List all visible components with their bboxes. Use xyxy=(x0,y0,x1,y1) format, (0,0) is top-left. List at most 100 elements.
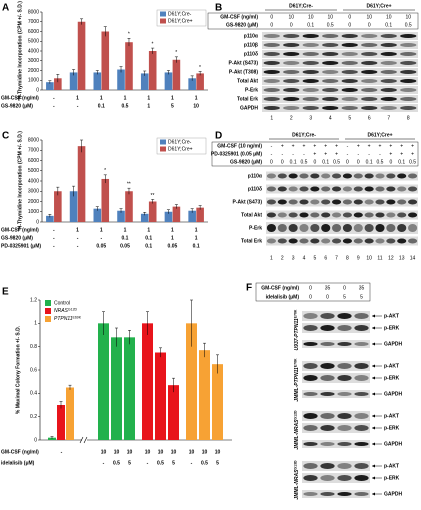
row-value: 0.5 xyxy=(201,460,208,466)
blot-band xyxy=(337,325,352,331)
blot-band xyxy=(364,186,374,192)
condition-value: + xyxy=(303,143,306,149)
blot-band xyxy=(303,392,318,396)
condition-label: GM-CSF (ng/ml) xyxy=(220,14,258,20)
row-value: 10 xyxy=(101,449,107,455)
band-arrow-head xyxy=(372,376,375,380)
row-value: 5 xyxy=(171,103,174,109)
band-label: Total Akt xyxy=(237,78,258,84)
blot-strip xyxy=(262,68,418,76)
blot-band xyxy=(320,363,335,369)
blot-band xyxy=(386,199,396,205)
bar xyxy=(93,72,102,90)
condition-value: 0 xyxy=(270,159,273,165)
y-tick-label: 8000 xyxy=(28,9,39,15)
row-value: - xyxy=(191,460,193,466)
row-value: - xyxy=(147,460,149,466)
blot-band xyxy=(341,43,358,47)
condition-value: - xyxy=(281,151,283,157)
condition-value: - xyxy=(347,151,349,157)
blot-band xyxy=(341,70,358,74)
blot-band xyxy=(303,342,318,346)
bar xyxy=(117,69,125,90)
panel-letter: F xyxy=(246,283,252,294)
blot-band xyxy=(375,224,385,232)
condition-label: GM-CSF (ng/ml) xyxy=(261,285,299,291)
blot-strip xyxy=(262,41,418,49)
blot-band xyxy=(380,61,397,65)
condition-value: - xyxy=(379,151,381,157)
y-tick-label: 3000 xyxy=(28,58,39,64)
blot-band xyxy=(354,375,369,381)
legend-label-sup: G12D xyxy=(68,307,78,311)
blot-band xyxy=(380,88,397,92)
blot-band xyxy=(283,43,300,47)
condition-label: GS-9820 (μM) xyxy=(226,22,258,28)
blot-band xyxy=(386,186,396,192)
blot-strip xyxy=(302,440,370,448)
bar xyxy=(117,210,125,222)
condition-value: + xyxy=(411,143,414,149)
bar xyxy=(101,178,110,222)
row-value: 1 xyxy=(147,95,150,101)
condition-value: - xyxy=(347,143,349,149)
blot-strip xyxy=(262,86,418,94)
blot-band xyxy=(322,61,339,65)
bar xyxy=(155,352,166,440)
row-value: 1 xyxy=(171,235,174,241)
blot-band xyxy=(408,199,418,205)
condition-value: 0.1 xyxy=(307,22,314,28)
cell-label: JMML-PTPN11E76K xyxy=(293,358,300,402)
blot-band xyxy=(263,106,280,110)
blot-band xyxy=(353,238,363,244)
blot-band xyxy=(263,52,280,56)
row-value: - xyxy=(53,103,55,109)
group-header: D61Y;Cre- xyxy=(289,3,313,9)
blot-band xyxy=(288,186,298,192)
band-label: p-AKT xyxy=(384,463,399,469)
blot-band xyxy=(386,224,396,232)
bar xyxy=(140,73,149,90)
condition-value: 0.5 xyxy=(377,159,384,165)
y-tick-label: 5000 xyxy=(28,168,39,174)
blot-band xyxy=(342,212,352,218)
blot-strip xyxy=(266,236,418,246)
blot-band xyxy=(361,34,378,38)
row-value: 5 xyxy=(216,460,219,466)
blot-band xyxy=(375,199,385,205)
row-value: 0.5 xyxy=(122,103,129,109)
y-tick-label: 1000 xyxy=(28,209,39,215)
row-value: - xyxy=(53,243,55,249)
condition-value: - xyxy=(271,151,273,157)
condition-value: 0 xyxy=(309,294,312,300)
band-label: P-Erk xyxy=(249,225,262,231)
legend-label: Control xyxy=(54,300,70,306)
group-header: D61Y;Cre- xyxy=(292,132,316,138)
bar xyxy=(98,323,109,440)
condition-value: - xyxy=(357,151,359,157)
band-arrow-head xyxy=(372,392,375,396)
condition-value: + xyxy=(389,151,392,157)
bar xyxy=(77,21,86,90)
blot-band xyxy=(303,463,318,469)
cell-label-main: U937-PTPN11 xyxy=(294,318,300,350)
bar xyxy=(46,215,54,222)
blot-band xyxy=(361,43,378,47)
panel-letter: E xyxy=(2,287,9,298)
y-tick-label: 1 xyxy=(34,321,37,327)
blot-band xyxy=(320,413,335,419)
blot-band xyxy=(341,88,358,92)
band-label: p110α xyxy=(248,173,263,179)
blot-band xyxy=(353,224,363,232)
blot-band xyxy=(386,238,396,244)
blot-band xyxy=(303,325,318,331)
blot-band xyxy=(397,186,407,192)
blot-band xyxy=(303,442,318,446)
y-tick-label: 4000 xyxy=(28,48,39,54)
blot-band xyxy=(342,199,352,205)
y-tick-label: 5000 xyxy=(28,39,39,45)
blot-strip xyxy=(262,32,418,40)
legend-label-main: NRAS xyxy=(54,308,69,314)
blot-strip xyxy=(302,390,370,398)
blot-band xyxy=(337,363,352,369)
